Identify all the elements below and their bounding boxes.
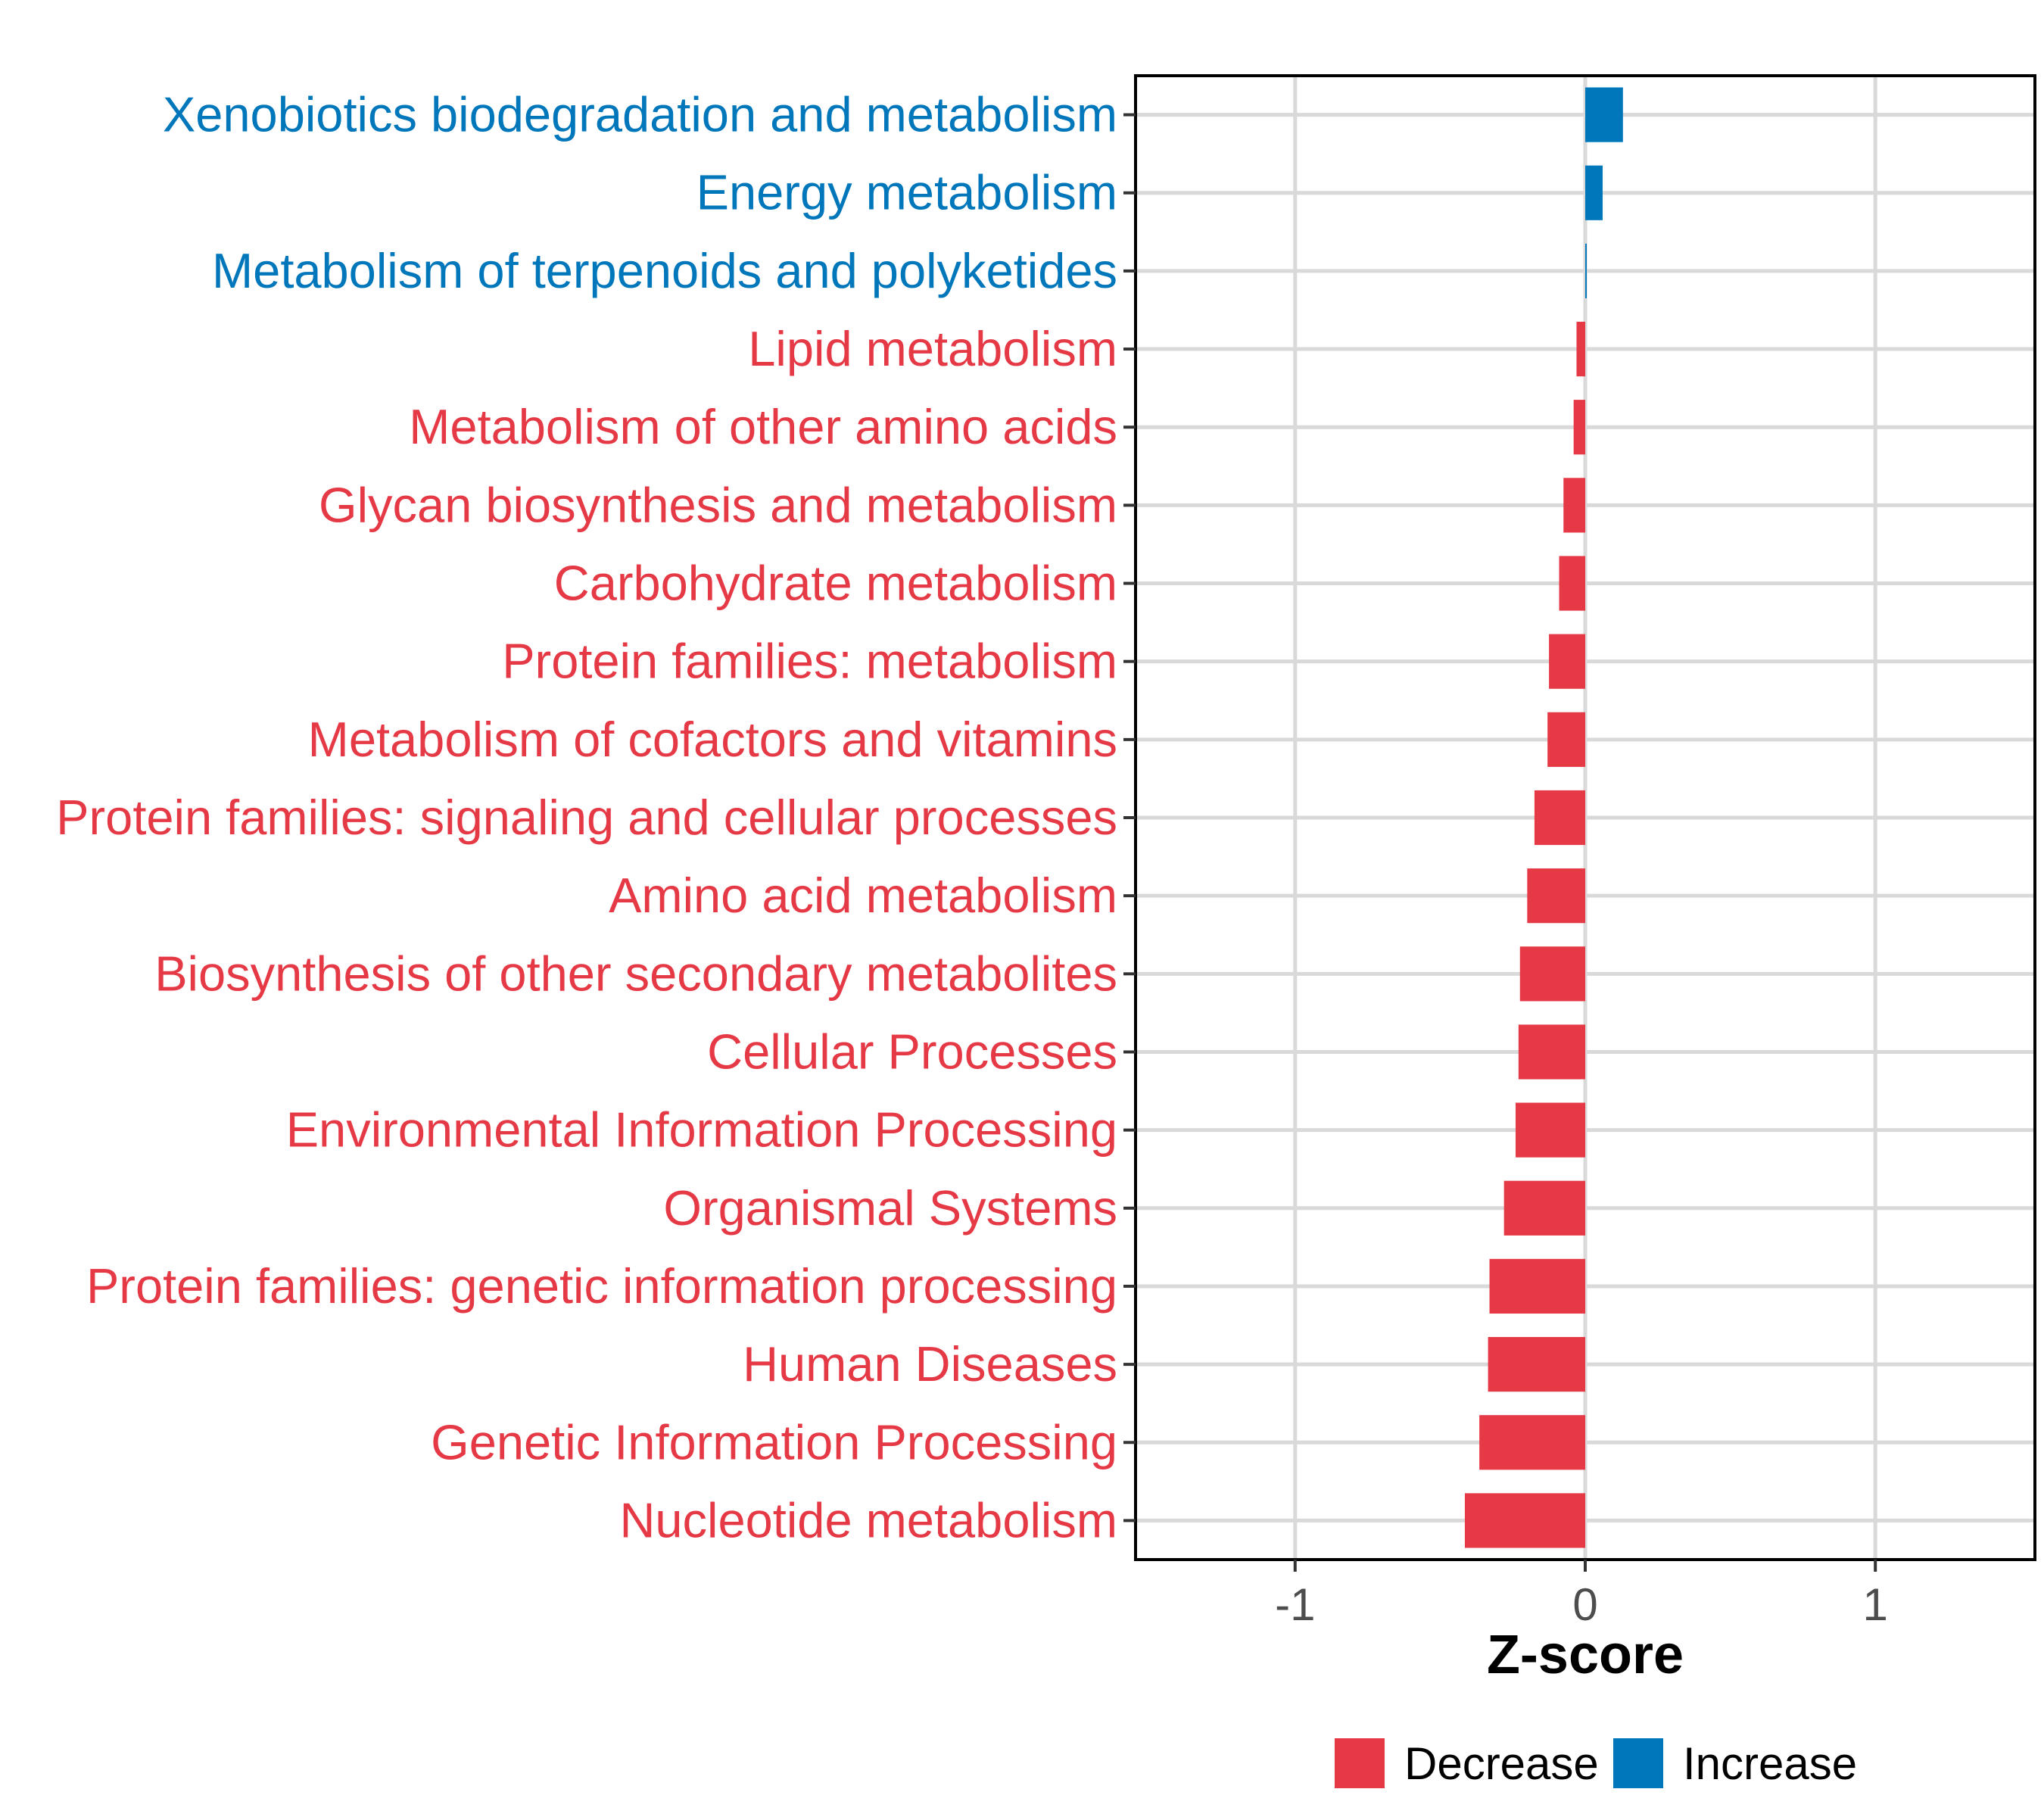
category-label: Xenobiotics biodegradation and metabolis… [163, 87, 1117, 142]
x-axis: -1 0 1 [1275, 1560, 1888, 1630]
legend-label: Increase [1683, 1738, 1857, 1789]
category-label: Metabolism of terpenoids and polyketides [212, 243, 1117, 298]
bar [1518, 1024, 1585, 1080]
category-label: Glycan biosynthesis and metabolism [319, 477, 1117, 532]
category-label: Protein families: metabolism [502, 634, 1117, 689]
x-axis-title: Z-score [1487, 1625, 1684, 1685]
category-label: Cellular Processes [707, 1024, 1117, 1079]
bar [1585, 243, 1587, 298]
bar [1503, 1180, 1585, 1236]
bar [1559, 556, 1585, 611]
bar [1479, 1415, 1585, 1470]
bar-layer [1464, 87, 1623, 1548]
category-label: Human Diseases [743, 1336, 1117, 1392]
category-label: Carbohydrate metabolism [554, 556, 1117, 611]
category-label: Genetic Information Processing [431, 1414, 1117, 1469]
x-tick-label: 0 [1572, 1579, 1597, 1630]
legend: Decrease Increase [1335, 1738, 1857, 1789]
legend-label: Decrease [1404, 1738, 1599, 1789]
category-label: Organismal Systems [663, 1180, 1117, 1236]
category-label: Metabolism of cofactors and vitamins [308, 712, 1117, 767]
bar [1534, 790, 1585, 846]
x-tick-label: 1 [1863, 1579, 1888, 1630]
bar [1488, 1337, 1585, 1392]
category-label: Protein families: genetic information pr… [86, 1258, 1117, 1314]
bar [1576, 321, 1585, 377]
bar [1563, 478, 1585, 533]
category-label: Energy metabolism [696, 165, 1117, 220]
category-label: Metabolism of other amino acids [409, 399, 1117, 454]
bar [1527, 868, 1585, 924]
bar [1516, 1102, 1585, 1158]
category-label: Lipid metabolism [748, 321, 1117, 376]
category-label: Nucleotide metabolism [619, 1492, 1117, 1547]
category-label: Biosynthesis of other secondary metaboli… [154, 946, 1117, 1001]
bar [1549, 634, 1585, 689]
bar [1489, 1258, 1585, 1314]
category-label: Environmental Information Processing [286, 1102, 1117, 1158]
x-tick-label: -1 [1275, 1579, 1315, 1630]
bar [1585, 165, 1603, 220]
legend-swatch [1335, 1738, 1385, 1788]
category-label: Protein families: signaling and cellular… [56, 790, 1117, 845]
bar [1519, 946, 1585, 1002]
bar [1573, 400, 1585, 455]
y-axis: Xenobiotics biodegradation and metabolis… [56, 87, 1136, 1547]
category-label: Amino acid metabolism [609, 868, 1117, 923]
bar [1547, 712, 1585, 767]
legend-swatch [1613, 1738, 1663, 1788]
bar [1464, 1493, 1585, 1548]
bar [1585, 87, 1623, 142]
